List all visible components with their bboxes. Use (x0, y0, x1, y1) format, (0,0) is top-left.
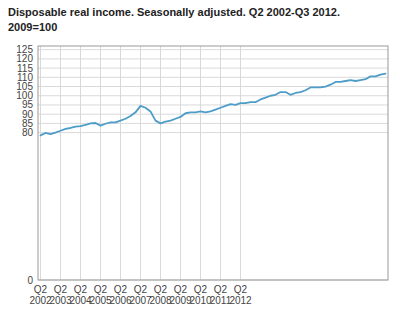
y-grid-line (38, 104, 388, 105)
y-tick-label: 0 (27, 275, 33, 286)
title: Disposable real income. Seasonally adjus… (8, 6, 340, 18)
x-grid-line (200, 46, 201, 280)
x-grid-line (80, 46, 81, 280)
x-grid-line (180, 46, 181, 280)
x-tick-label: Q22012 (229, 284, 252, 306)
y-tick-label: 125 (16, 44, 33, 55)
x-grid-line (100, 46, 101, 280)
x-grid-line (40, 46, 41, 280)
x-grid-line (120, 46, 121, 280)
y-grid-line (38, 95, 388, 96)
chart: Disposable real income. Seasonally adjus… (0, 0, 400, 320)
x-grid-line (60, 46, 61, 280)
x-tick-label: Q22010 (189, 284, 212, 306)
y-grid-line (38, 49, 388, 50)
y-grid-line (38, 114, 388, 115)
y-grid-line (38, 132, 388, 133)
plot-frame (38, 46, 388, 280)
x-grid-line (160, 46, 161, 280)
data-layer (41, 74, 386, 136)
x-grid-line (220, 46, 221, 280)
y-grid-line (38, 77, 388, 78)
x-grid-line (240, 46, 241, 280)
subtitle: 2009=100 (8, 21, 57, 33)
y-grid-line (38, 86, 388, 87)
y-grid-line (38, 68, 388, 69)
background (0, 0, 400, 320)
x-grid-line (140, 46, 141, 280)
grid (38, 46, 388, 280)
line (41, 74, 386, 136)
y-grid-line (38, 58, 388, 59)
